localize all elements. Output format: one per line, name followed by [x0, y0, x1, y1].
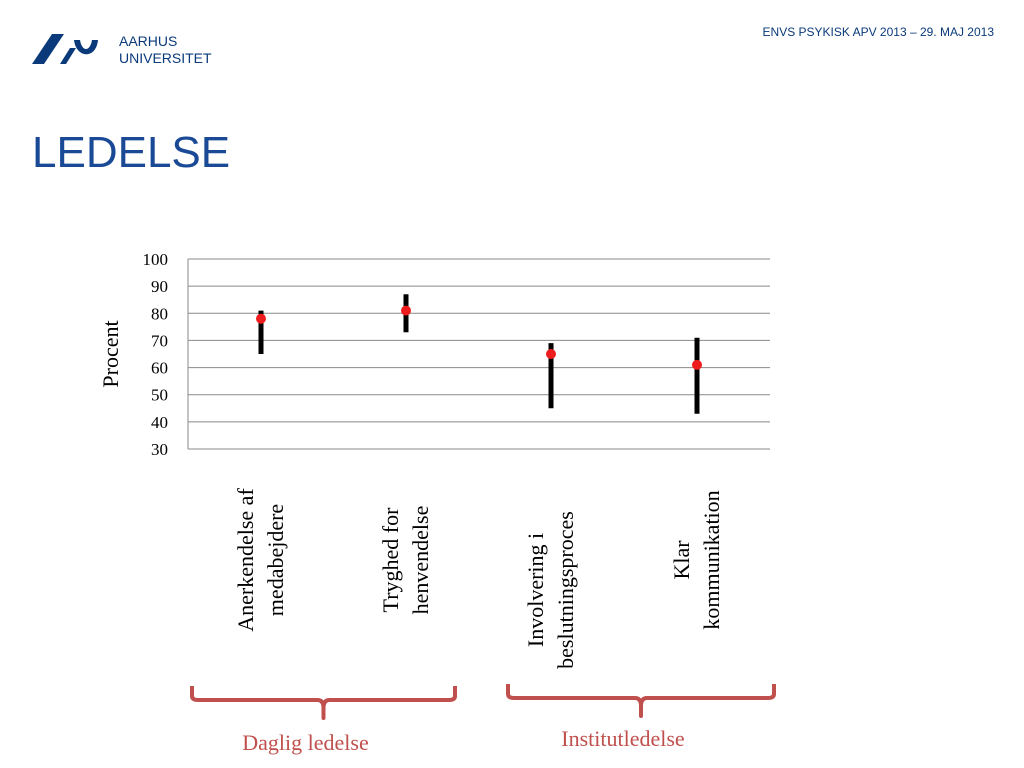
x-tick-label-line: beslutningsproces: [553, 511, 578, 669]
x-tick-label-line: henvendelse: [408, 506, 433, 615]
y-tick-label: 70: [151, 331, 168, 350]
grid-lines: [187, 258, 770, 450]
x-tick-label: Anerkendelse af medabejdere: [233, 488, 288, 632]
data-point: [401, 305, 411, 316]
x-tick-label-line: medabejdere: [263, 504, 288, 616]
y-tick-label: 50: [151, 386, 168, 405]
x-tick-label-line: kommunikation: [699, 490, 724, 629]
x-tick-labels: Anerkendelse af medabejdere Tryghed for hen…: [233, 488, 724, 669]
x-tick-label-line: Involvering i: [523, 533, 548, 647]
data-point: [256, 313, 266, 324]
group-label: Institutledelse: [561, 726, 684, 751]
x-tick-label-line: Klar: [669, 540, 694, 580]
x-tick-label-line: Tryghed for: [378, 507, 403, 613]
x-tick-label-text: Anerkendelse af medabejdere: [233, 488, 288, 632]
x-tick-label: Tryghed for henvendelse: [378, 506, 433, 615]
x-tick-label: Klar kommunikation: [669, 490, 724, 629]
logo-text: AARHUS UNIVERSITET: [119, 33, 212, 67]
header-event-text: ENVS PSYKISK APV 2013 – 29. MAJ 2013: [762, 25, 994, 39]
x-tick-label-text: Tryghed for henvendelse: [378, 506, 433, 615]
aarhus-university-logo: [32, 34, 98, 64]
y-tick-label: 80: [151, 304, 168, 323]
group-bracket: [506, 684, 776, 718]
x-tick-label-text: Involvering i beslutningsproces: [523, 511, 578, 669]
x-tick-label-text: Klar kommunikation: [669, 490, 724, 629]
group-label: Daglig ledelse: [242, 730, 368, 755]
logo-line-2: UNIVERSITET: [119, 50, 212, 66]
data-points: [256, 305, 702, 370]
data-point: [692, 359, 702, 370]
logo-line-1: AARHUS: [119, 33, 178, 49]
y-tick-label: 40: [151, 413, 168, 432]
page-title: LEDELSE: [32, 128, 231, 177]
y-tick-labels: 100 90 80 70 60 50 40 30: [143, 250, 169, 459]
x-tick-label: Involvering i beslutningsproces: [523, 511, 578, 669]
group-bracket: [190, 686, 457, 720]
y-tick-label: 60: [151, 359, 168, 378]
group-brackets: Daglig ledelse Institutledelse: [190, 684, 776, 755]
data-point: [546, 349, 556, 359]
y-tick-label: 90: [151, 277, 168, 296]
range-bars: [258, 294, 700, 414]
x-tick-label-line: Anerkendelse af: [233, 488, 258, 632]
y-tick-label: 30: [151, 440, 168, 459]
y-tick-label: 100: [143, 250, 169, 269]
y-axis-label: Procent: [98, 320, 123, 387]
